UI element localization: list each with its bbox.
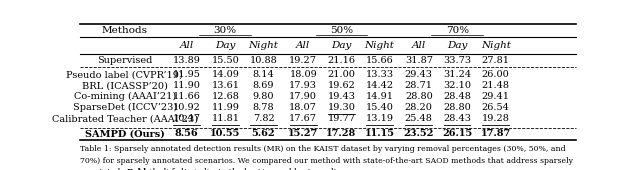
- Text: 11.81: 11.81: [211, 114, 239, 123]
- Text: 19.30: 19.30: [328, 103, 355, 112]
- Text: 8.78: 8.78: [253, 103, 275, 112]
- Text: Day: Day: [332, 41, 351, 50]
- Text: 32.10: 32.10: [443, 81, 471, 90]
- Text: SparseDet (ICCV’23): SparseDet (ICCV’23): [72, 103, 177, 112]
- Text: Supervised: Supervised: [97, 56, 152, 65]
- Text: 14.42: 14.42: [365, 81, 394, 90]
- Text: 28.43: 28.43: [443, 114, 471, 123]
- Text: 15.40: 15.40: [365, 103, 394, 112]
- Text: 28.80: 28.80: [443, 103, 471, 112]
- Text: 19.62: 19.62: [328, 81, 355, 90]
- Text: 17.93: 17.93: [289, 81, 317, 90]
- Text: All: All: [412, 41, 426, 50]
- Text: 18.09: 18.09: [289, 70, 317, 79]
- Text: BRL (ICASSP’20): BRL (ICASSP’20): [82, 81, 168, 90]
- Text: 18.07: 18.07: [289, 103, 317, 112]
- Text: 11.95: 11.95: [173, 70, 200, 79]
- Text: 31.87: 31.87: [404, 56, 433, 65]
- Text: 11.90: 11.90: [173, 81, 200, 90]
- Text: 15.50: 15.50: [211, 56, 239, 65]
- Text: 13.61: 13.61: [211, 81, 239, 90]
- Text: 11.66: 11.66: [173, 92, 200, 101]
- Text: 23.52: 23.52: [404, 129, 434, 138]
- Text: 11.15: 11.15: [365, 129, 395, 138]
- Text: 50%: 50%: [330, 26, 353, 35]
- Text: 70%: 70%: [445, 26, 468, 35]
- Text: 10.47: 10.47: [173, 114, 201, 123]
- Text: fonts indicate the best/second-best results.: fonts indicate the best/second-best resu…: [169, 168, 343, 170]
- Text: Day: Day: [215, 41, 236, 50]
- Text: 10.92: 10.92: [173, 103, 200, 112]
- Text: 8.14: 8.14: [253, 70, 275, 79]
- Text: 28.20: 28.20: [405, 103, 433, 112]
- Text: 8.56: 8.56: [175, 129, 198, 138]
- Text: Table 1: Sparsely annotated detection results (MR) on the KAIST dataset by varyi: Table 1: Sparsely annotated detection re…: [80, 145, 566, 153]
- Text: 13.33: 13.33: [365, 70, 394, 79]
- Text: All: All: [296, 41, 310, 50]
- Text: 29.41: 29.41: [482, 92, 509, 101]
- Text: 26.54: 26.54: [482, 103, 509, 112]
- Text: Pseudo label (CVPR’19): Pseudo label (CVPR’19): [67, 70, 183, 79]
- Text: Co-mining (AAAI’21): Co-mining (AAAI’21): [74, 92, 176, 101]
- Text: 7.82: 7.82: [253, 114, 275, 123]
- Text: Methods: Methods: [102, 26, 148, 35]
- Text: 19.27: 19.27: [289, 56, 317, 65]
- Text: 70%) for sparsely annotated scenarios. We compared our method with state-of-the-: 70%) for sparsely annotated scenarios. W…: [80, 157, 573, 165]
- Text: 10.55: 10.55: [210, 129, 241, 138]
- Text: 10.88: 10.88: [250, 56, 277, 65]
- Text: 19.28: 19.28: [482, 114, 509, 123]
- Text: 21.48: 21.48: [482, 81, 509, 90]
- Text: 25.48: 25.48: [405, 114, 433, 123]
- Text: 13.89: 13.89: [173, 56, 200, 65]
- Text: Night: Night: [365, 41, 394, 50]
- Text: 26.00: 26.00: [482, 70, 509, 79]
- Text: 21.16: 21.16: [328, 56, 355, 65]
- Text: 26.15: 26.15: [442, 129, 472, 138]
- Text: 27.81: 27.81: [482, 56, 509, 65]
- Text: 28.71: 28.71: [404, 81, 433, 90]
- Text: 15.27: 15.27: [288, 129, 318, 138]
- Text: 17.28: 17.28: [326, 129, 356, 138]
- Text: Night: Night: [481, 41, 511, 50]
- Text: 19.77: 19.77: [328, 114, 355, 123]
- Text: 29.43: 29.43: [404, 70, 433, 79]
- Text: Calibrated Teacher (AAAI’23): Calibrated Teacher (AAAI’23): [52, 114, 198, 123]
- Text: annotated scenario.: annotated scenario.: [80, 168, 161, 170]
- Text: 21.00: 21.00: [328, 70, 355, 79]
- Text: Night: Night: [248, 41, 278, 50]
- Text: 13.19: 13.19: [365, 114, 394, 123]
- Text: Bold: Bold: [127, 168, 147, 170]
- Text: 8.69: 8.69: [253, 81, 275, 90]
- Text: All: All: [179, 41, 194, 50]
- Text: 31.24: 31.24: [443, 70, 471, 79]
- Text: 33.73: 33.73: [443, 56, 471, 65]
- Text: /: /: [138, 168, 140, 170]
- Text: 12.68: 12.68: [211, 92, 239, 101]
- Text: 17.90: 17.90: [289, 92, 317, 101]
- Text: 30%: 30%: [214, 26, 237, 35]
- Text: 17.87: 17.87: [481, 129, 511, 138]
- Text: 14.91: 14.91: [365, 92, 394, 101]
- Text: 17.67: 17.67: [289, 114, 317, 123]
- Text: SAMPD (Ours): SAMPD (Ours): [84, 129, 164, 138]
- Text: Day: Day: [447, 41, 467, 50]
- Text: 9.80: 9.80: [253, 92, 275, 101]
- Text: 19.43: 19.43: [328, 92, 355, 101]
- Text: 28.80: 28.80: [405, 92, 433, 101]
- Text: 28.48: 28.48: [443, 92, 471, 101]
- Text: underlined: underlined: [141, 168, 184, 170]
- Text: 5.62: 5.62: [252, 129, 275, 138]
- Text: 15.66: 15.66: [365, 56, 394, 65]
- Text: 11.99: 11.99: [211, 103, 239, 112]
- Text: 14.09: 14.09: [211, 70, 239, 79]
